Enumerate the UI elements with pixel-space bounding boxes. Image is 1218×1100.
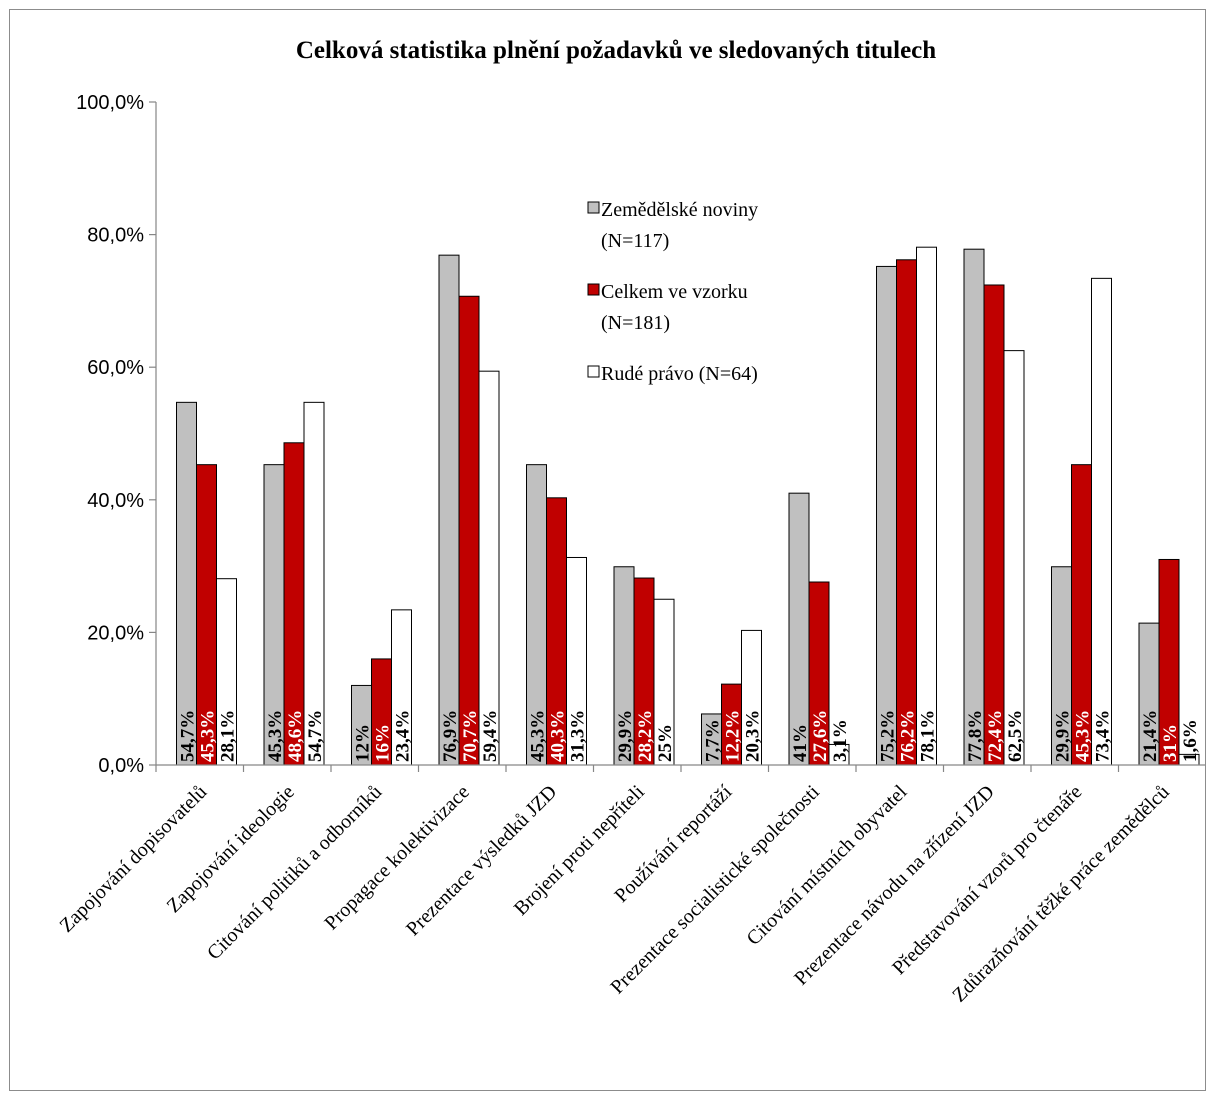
bar [1091,277,1112,766]
bar [896,259,917,766]
y-tick-label: 80,0% [87,225,144,247]
legend-label: (N=117) [601,230,669,252]
data-label: 29,9% [615,710,636,762]
y-tick-label: 40,0% [87,490,144,512]
data-label: 54,7% [178,710,199,762]
data-label: 75,2% [878,710,899,762]
bar [916,246,937,766]
bar [876,265,897,766]
data-label: 78,1% [918,710,939,762]
x-tick-label: Představování vzorů pro čtenáře [888,781,1086,979]
bar-chart: Celková statistika plnění požadavků ve s… [56,37,1205,1007]
data-label: 72,4% [985,710,1006,762]
legend-label: Celkem ve vzorku [601,281,748,303]
data-label: 45,3% [265,710,286,762]
x-tick-label: Zapojování dopisovatelů [56,781,212,937]
legend-label: Zemědělské noviny [601,199,758,221]
data-label: 25% [655,724,676,762]
data-label: 41% [790,724,811,762]
legend-swatch [587,283,600,296]
data-label: 54,7% [305,710,326,762]
data-label: 45,3% [198,710,219,762]
data-label: 28,1% [218,710,239,762]
data-label: 76,9% [440,710,461,762]
data-label: 16% [373,724,394,762]
data-label: 1,6% [1180,719,1201,762]
data-label: 31% [1160,724,1181,762]
chart-frame: Celková statistika plnění požadavků ve s… [9,9,1206,1091]
data-label: 29,9% [1053,710,1074,762]
data-label: 7,7% [703,719,724,762]
data-label: 70,7% [460,710,481,762]
data-label: 12,2% [723,710,744,762]
bar [478,370,500,766]
data-label: 48,6% [285,710,306,762]
legend-swatch [587,201,600,214]
bar [458,295,480,766]
y-tick-label: 0,0% [98,755,144,777]
legend-label: Rudé právo (N=64) [601,363,758,385]
data-label: 45,3% [528,710,549,762]
x-tick-label: Citování politiků a odborníků [203,781,386,964]
data-label: 21,4% [1140,710,1161,762]
data-label: 40,3% [548,710,569,762]
data-label: 77,8% [965,710,986,762]
bar [1003,350,1025,766]
data-label: 73,4% [1093,710,1114,762]
bar [983,284,1005,766]
data-label: 62,5% [1005,710,1026,762]
x-tick-label: Propagace kolektivizace [320,781,473,934]
x-tick-label: Prezentace výsledků JZD [402,781,561,940]
data-label: 76,2% [898,710,919,762]
data-label: 20,3% [743,710,764,762]
data-label: 23,4% [393,710,414,762]
chart-title: Celková statistika plnění požadavků ve s… [296,37,936,64]
y-tick-label: 20,0% [87,622,144,644]
data-label: 12% [353,724,374,762]
bar [963,248,985,766]
data-label: 27,6% [810,710,831,762]
y-tick-label: 60,0% [87,357,144,379]
legend: Zemědělské noviny (N=117) Celkem ve vzorku… [587,199,758,385]
data-label: 3,1% [830,719,851,762]
x-tick-label: Citování místních obyvatel [743,781,912,950]
legend-label: (N=181) [601,312,670,334]
data-label: 59,4% [480,710,501,762]
bar [438,254,460,766]
data-label: 45,3% [1073,710,1094,762]
legend-swatch [587,365,600,378]
data-label: 28,2% [635,710,656,762]
data-label: 31,3% [568,710,589,762]
y-tick-label: 100,0% [76,92,144,114]
